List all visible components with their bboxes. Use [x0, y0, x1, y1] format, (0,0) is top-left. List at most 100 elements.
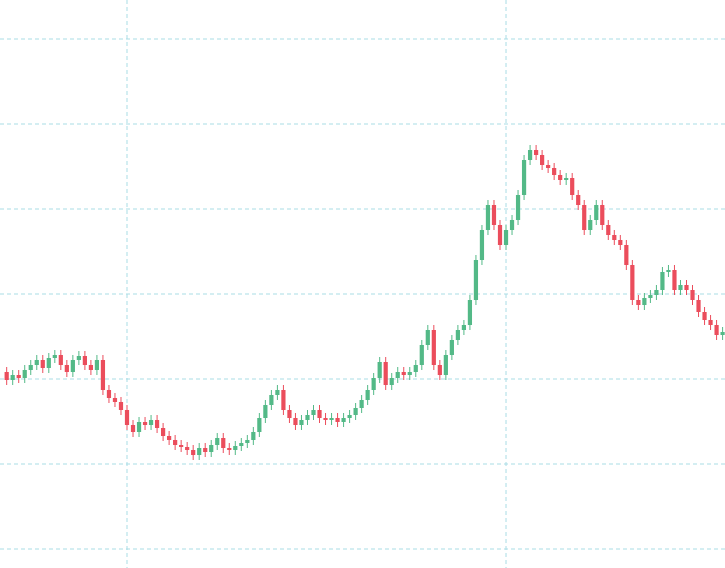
candle-body: [576, 195, 581, 205]
candle-body: [588, 220, 593, 230]
candle-body: [443, 355, 448, 375]
candle-body: [185, 447, 190, 450]
candle-body: [582, 205, 587, 230]
candle-body: [570, 178, 575, 195]
candle-body: [227, 448, 232, 450]
candle-body: [485, 205, 491, 230]
candle-body: [245, 440, 250, 443]
candle-body: [383, 362, 388, 385]
candle-body: [527, 150, 533, 160]
candle-body: [275, 390, 280, 395]
candle-body: [130, 425, 136, 432]
candle-body: [82, 356, 87, 365]
candle-body: [497, 225, 503, 245]
candle-body: [672, 270, 677, 290]
candle-body: [239, 443, 244, 446]
candle-body: [666, 270, 671, 272]
candle-body: [100, 360, 106, 390]
candle-body: [624, 245, 629, 265]
candle-body: [353, 408, 358, 415]
candle-body: [702, 312, 707, 320]
candle-body: [209, 445, 214, 452]
candle-body: [58, 355, 63, 365]
candle-body: [473, 260, 479, 300]
candle-body: [221, 438, 226, 448]
candle-body: [594, 205, 599, 220]
candle-body: [40, 360, 45, 368]
candle-body: [341, 418, 346, 422]
candle-body: [642, 298, 647, 305]
candle-body: [413, 365, 418, 372]
candle-body: [148, 420, 154, 425]
candle-body: [461, 325, 467, 330]
candle-body: [287, 410, 292, 418]
candle-body: [203, 448, 208, 452]
candle-body: [281, 390, 286, 410]
candle-body: [112, 398, 118, 402]
candle-body: [509, 220, 515, 230]
candle-body: [118, 402, 124, 410]
candle-body: [167, 436, 172, 440]
candle-body: [233, 446, 238, 450]
candle-body: [654, 290, 659, 295]
candle-body: [521, 160, 527, 195]
candle-body: [419, 345, 424, 365]
candle-body: [636, 300, 641, 305]
candle-body: [323, 418, 328, 420]
candle-body: [395, 372, 400, 378]
candle-body: [491, 205, 497, 225]
candle-body: [714, 325, 719, 335]
candle-body: [347, 415, 352, 418]
candle-body: [618, 240, 623, 245]
candle-body: [437, 365, 442, 375]
candle-body: [648, 295, 653, 298]
candle-body: [377, 362, 382, 378]
candle-body: [515, 195, 521, 220]
candle-body: [10, 375, 15, 380]
candle-body: [311, 410, 316, 415]
candle-body: [269, 395, 274, 405]
candle-body: [720, 332, 725, 335]
candle-body: [365, 390, 370, 400]
candle-body: [389, 378, 394, 385]
candle-body: [401, 372, 406, 375]
candle-body: [546, 165, 551, 168]
candle-body: [540, 155, 545, 165]
candle-body: [34, 360, 39, 365]
candle-body: [407, 372, 412, 375]
candle-body: [533, 150, 539, 155]
candle-body: [630, 265, 635, 300]
candle-body: [371, 378, 376, 390]
candle-body: [251, 432, 256, 440]
candle-body: [684, 285, 689, 290]
candle-body: [696, 300, 701, 312]
candle-body: [70, 360, 75, 372]
candle-body: [16, 375, 21, 378]
candle-body: [678, 285, 683, 290]
candle-body: [160, 428, 166, 436]
candle-body: [46, 358, 51, 368]
candle-body: [88, 365, 94, 370]
candle-body: [106, 390, 112, 398]
candle-body: [558, 175, 563, 180]
candle-body: [22, 370, 27, 378]
candle-body: [600, 205, 605, 225]
candle-body: [94, 360, 100, 370]
candle-body: [449, 340, 454, 355]
candle-body: [4, 372, 9, 380]
candle-body: [191, 450, 196, 455]
candle-body: [552, 168, 557, 175]
candle-body: [317, 410, 322, 418]
candle-body: [305, 415, 310, 420]
candle-body: [431, 330, 436, 365]
candle-body: [52, 355, 57, 358]
candle-body: [215, 438, 220, 445]
candle-body: [136, 422, 142, 432]
candle-body: [263, 405, 268, 418]
candle-body: [329, 418, 334, 420]
candle-body: [690, 290, 695, 300]
candle-body: [708, 320, 713, 325]
candle-body: [28, 365, 33, 370]
